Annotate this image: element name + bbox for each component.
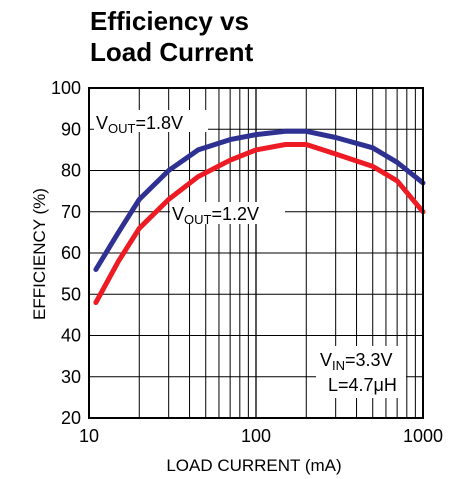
y-tick-label: 30 [61,367,81,387]
series-layer [93,128,426,305]
series-label-bg-2 [170,202,285,224]
x-tick-label: 10 [79,426,99,446]
plot-frame [88,87,424,419]
grid-layer [89,88,423,418]
conditions-line-1: VIN=3.3V [320,350,393,373]
series-label-2: VOUT=1.2V [172,204,259,227]
series-line-2 [93,142,426,305]
y-tick-label: 50 [61,284,81,304]
chart-title-line-1: Efficiency vs [90,6,249,36]
y-tick-label: 40 [61,326,81,346]
series-label-1: VOUT=1.8V [96,113,183,136]
x-tick-label: 1000 [403,426,443,446]
conditions-bg [316,346,406,398]
x-tick-label: 100 [241,426,271,446]
y-tick-label: 90 [61,119,81,139]
plot-frame-layer [88,87,424,419]
series-label-bg-1 [94,110,208,132]
chart-title-line-2: Load Current [90,37,254,67]
y-tick-label: 100 [51,78,81,98]
y-tick-label: 20 [61,408,81,428]
y-axis-label: EFFICIENCY (%) [30,188,49,320]
series-line-1 [93,128,426,272]
conditions-line-2: L=4.7μH [328,375,397,395]
y-tick-label: 60 [61,243,81,263]
chart-title: Efficiency vs Load Current [90,6,253,68]
y-tick-label: 80 [61,161,81,181]
y-tick-label: 70 [61,202,81,222]
x-axis-label: LOAD CURRENT (mA) [166,456,341,475]
tick-label-layer: 20 30 40 50 60 70 80 90 100 10 100 1000 [51,78,443,446]
